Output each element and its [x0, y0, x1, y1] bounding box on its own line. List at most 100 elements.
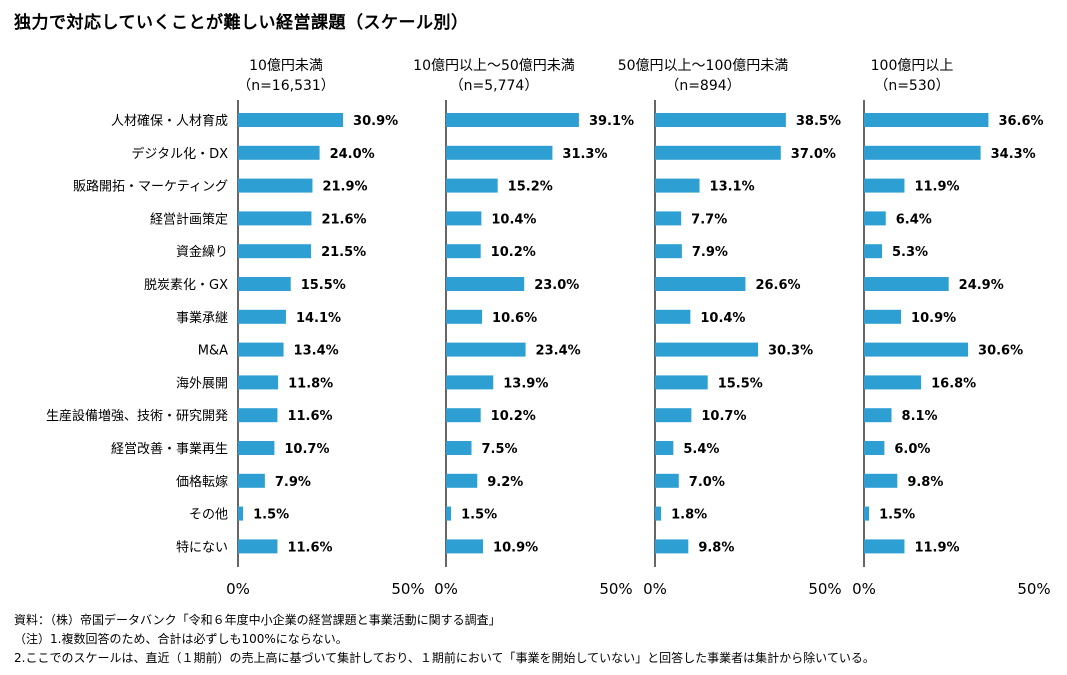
tick-label: 50% [599, 580, 632, 598]
bar [655, 211, 682, 226]
panel-sample-size: （n=5,774） [450, 78, 539, 94]
bar [864, 375, 922, 390]
category-label: その他 [189, 508, 228, 523]
bar [864, 342, 969, 357]
data-label: 34.3% [991, 147, 1036, 162]
category-label: 経営計画策定 [150, 211, 228, 227]
data-label: 11.6% [287, 540, 332, 555]
data-label: 7.9% [692, 245, 728, 260]
data-label: 39.1% [589, 114, 634, 129]
data-label: 10.9% [911, 311, 956, 326]
bar [655, 113, 786, 127]
data-label: 9.2% [487, 475, 523, 490]
tick-label: 0% [434, 580, 458, 598]
bar [655, 244, 682, 259]
bar [446, 441, 472, 455]
bar [655, 441, 674, 455]
data-label: 6.4% [896, 212, 932, 227]
data-label: 30.6% [978, 344, 1023, 359]
data-label: 1.5% [461, 508, 497, 523]
data-label: 7.0% [689, 475, 725, 490]
data-label: 38.5% [796, 114, 841, 129]
data-label: 10.4% [491, 212, 536, 227]
data-label: 6.0% [894, 442, 930, 457]
bar [655, 342, 759, 357]
data-label: 24.0% [330, 147, 375, 162]
category-label: 脱炭素化・GX [144, 278, 228, 293]
bar [238, 178, 313, 193]
bar [655, 473, 679, 488]
panel-title: 50億円以上～100億円未満 [618, 58, 789, 74]
data-label: 10.2% [491, 409, 536, 424]
chart-title: 独力で対応していくことが難しい経営課題（スケール別） [14, 13, 469, 33]
bar [864, 277, 949, 291]
data-label: 21.5% [321, 245, 366, 260]
category-label: 価格転嫁 [176, 474, 228, 490]
bar [655, 309, 691, 324]
bar [655, 178, 700, 193]
tick-label: 0% [226, 580, 250, 598]
bar [864, 113, 989, 127]
data-label: 24.9% [959, 278, 1004, 293]
bar [446, 211, 482, 226]
bar [446, 145, 553, 160]
data-label: 9.8% [698, 540, 734, 555]
category-label: 事業承継 [176, 310, 228, 326]
bar [864, 441, 885, 455]
bar [238, 244, 312, 259]
data-label: 31.3% [562, 147, 607, 162]
data-label: 13.9% [503, 376, 548, 391]
panel-title: 10億円以上～50億円未満 [413, 58, 575, 74]
data-label: 14.1% [296, 311, 341, 326]
data-label: 21.9% [322, 180, 367, 195]
bar [446, 244, 481, 259]
category-label: 資金繰り [176, 244, 228, 260]
category-label: 経営改善・事業再生 [111, 441, 228, 457]
panel-sample-size: （n=16,531） [237, 78, 335, 94]
bar [238, 211, 312, 226]
bar [864, 539, 905, 554]
category-label: 特にない [176, 540, 228, 555]
data-label: 26.6% [755, 278, 800, 293]
data-label: 11.9% [914, 180, 959, 195]
category-label: M&A [198, 344, 228, 359]
tick-label: 50% [808, 580, 841, 598]
data-label: 11.6% [287, 409, 332, 424]
bar [446, 375, 494, 390]
panel-sample-size: （n=530） [874, 78, 949, 94]
panel-title: 10億円未満 [249, 58, 323, 74]
bar [864, 211, 886, 226]
note-1: （注）1.複数回答のため、合計は必ずしも100%にならない。 [14, 632, 348, 646]
data-label: 30.3% [768, 344, 813, 359]
data-label: 10.6% [492, 311, 537, 326]
source-note: 資料：（株）帝国データバンク「令和６年度中小企業の経営課題と事業活動に関する調査… [14, 613, 501, 627]
bar [446, 506, 452, 521]
category-label: 海外展開 [176, 376, 228, 391]
data-label: 7.7% [691, 212, 727, 227]
data-label: 23.0% [534, 278, 579, 293]
bar [238, 113, 344, 127]
bar [864, 506, 870, 521]
bar [864, 309, 902, 324]
bar [238, 408, 278, 423]
tick-label: 0% [643, 580, 667, 598]
category-label: デジタル化・DX [131, 146, 228, 162]
data-label: 36.6% [998, 114, 1043, 129]
data-label: 21.6% [321, 212, 366, 227]
bar [655, 277, 746, 291]
data-label: 10.4% [700, 311, 745, 326]
data-label: 15.2% [508, 180, 553, 195]
bar [238, 375, 279, 390]
bar [446, 113, 579, 127]
bar [238, 539, 278, 554]
bar [864, 244, 883, 259]
data-label: 10.7% [284, 442, 329, 457]
data-label: 9.8% [907, 475, 943, 490]
data-label: 37.0% [791, 147, 836, 162]
bar [446, 309, 483, 324]
bar [238, 342, 284, 357]
data-label: 7.5% [482, 442, 518, 457]
bar [238, 277, 291, 291]
data-label: 16.8% [931, 376, 976, 391]
